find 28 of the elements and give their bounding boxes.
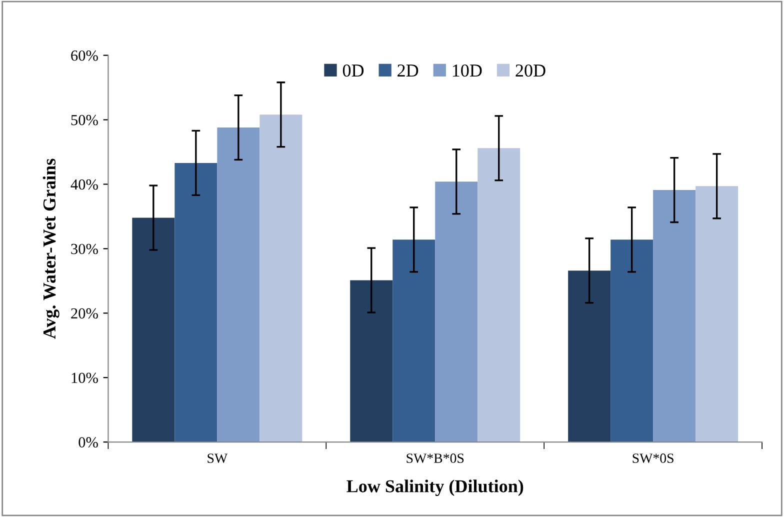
y-tick-label: 30% bbox=[71, 244, 98, 254]
bar bbox=[610, 240, 654, 442]
bar bbox=[568, 270, 611, 442]
y-tick-label: 40% bbox=[70, 179, 98, 190]
bar bbox=[653, 190, 696, 442]
x-tick-label: SW*0S bbox=[632, 454, 674, 463]
y-axis-title: Avg. Water-Wet Grains bbox=[42, 158, 60, 339]
legend-label: 10D bbox=[452, 64, 482, 77]
y-tick-label: 20% bbox=[71, 308, 98, 319]
bar bbox=[217, 128, 260, 442]
x-axis-title: Low Salinity (Dilution) bbox=[346, 480, 524, 496]
y-tick-label: 10% bbox=[72, 372, 98, 384]
bar bbox=[174, 162, 218, 442]
bar bbox=[260, 114, 302, 442]
legend-label: 2D bbox=[398, 64, 418, 77]
bar bbox=[696, 186, 738, 442]
x-tick-label: SW*B*0S bbox=[406, 454, 464, 463]
x-tick-label: SW bbox=[208, 454, 228, 463]
legend-label: 0D bbox=[342, 64, 364, 77]
y-tick-label: 50% bbox=[71, 114, 98, 126]
y-tick-label: 0% bbox=[78, 437, 98, 448]
bar bbox=[350, 280, 393, 442]
legend-label: 20D bbox=[516, 64, 546, 77]
bar bbox=[435, 182, 478, 442]
y-tick-label: 60% bbox=[71, 50, 98, 61]
bar bbox=[478, 148, 520, 442]
bar bbox=[392, 240, 436, 442]
bar bbox=[132, 218, 175, 442]
